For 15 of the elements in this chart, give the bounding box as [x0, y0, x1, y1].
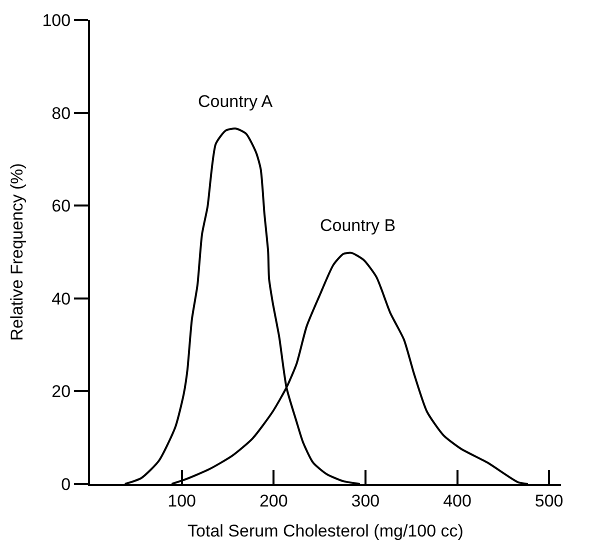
- y-tick-label: 20: [52, 382, 71, 402]
- y-tick-label: 80: [52, 104, 71, 123]
- y-axis-title: Relative Frequency (%): [7, 163, 26, 341]
- x-tick-label: 200: [259, 491, 288, 510]
- x-axis-title: Total Serum Cholesterol (mg/100 cc): [188, 521, 464, 540]
- series-label: Country B: [320, 216, 396, 235]
- x-tick-label: 500: [534, 491, 564, 510]
- series-label: Country A: [198, 92, 274, 111]
- y-tick-label: 60: [52, 196, 71, 216]
- x-tick-label: 100: [168, 491, 196, 510]
- y-tick-label: 100: [42, 10, 71, 30]
- x-tick-label: 300: [351, 491, 380, 510]
- x-tick-label: 400: [443, 491, 472, 510]
- y-tick-label: 0: [61, 474, 71, 494]
- y-tick-label: 40: [52, 289, 71, 308]
